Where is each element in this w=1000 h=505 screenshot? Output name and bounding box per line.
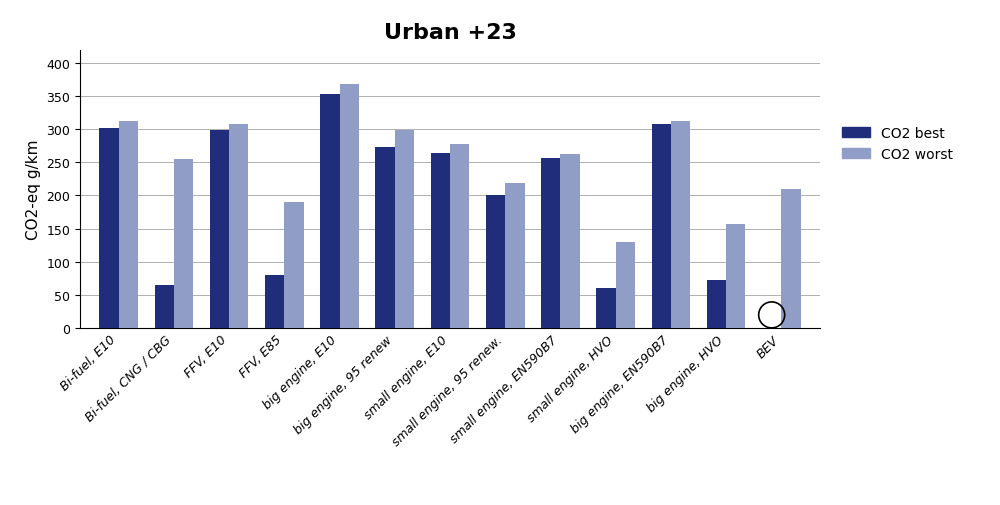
Bar (486, 196, 505, 328)
Bar (707, 280, 726, 328)
Bar (320, 95, 340, 328)
Bar (541, 158, 560, 328)
Bar (616, 242, 635, 328)
Title: Urban +23: Urban +23 (384, 23, 516, 43)
Bar (726, 224, 745, 328)
Bar (431, 154, 450, 328)
Bar (652, 125, 671, 328)
Bar (229, 125, 248, 328)
Bar (340, 85, 359, 328)
Bar (781, 189, 801, 328)
Y-axis label: CO2-eq g/km: CO2-eq g/km (26, 139, 41, 239)
Bar (99, 129, 119, 328)
Bar (505, 184, 525, 328)
Bar (596, 288, 616, 328)
Bar (395, 130, 414, 328)
Bar (174, 160, 193, 328)
Bar (155, 285, 174, 328)
Bar (210, 131, 229, 328)
Bar (450, 145, 469, 328)
Bar (119, 121, 138, 328)
Bar (560, 155, 580, 328)
Bar (265, 275, 284, 328)
Bar (375, 147, 395, 328)
Bar (284, 203, 304, 328)
Bar (671, 121, 690, 328)
Legend: CO2 best, CO2 worst: CO2 best, CO2 worst (842, 127, 953, 162)
